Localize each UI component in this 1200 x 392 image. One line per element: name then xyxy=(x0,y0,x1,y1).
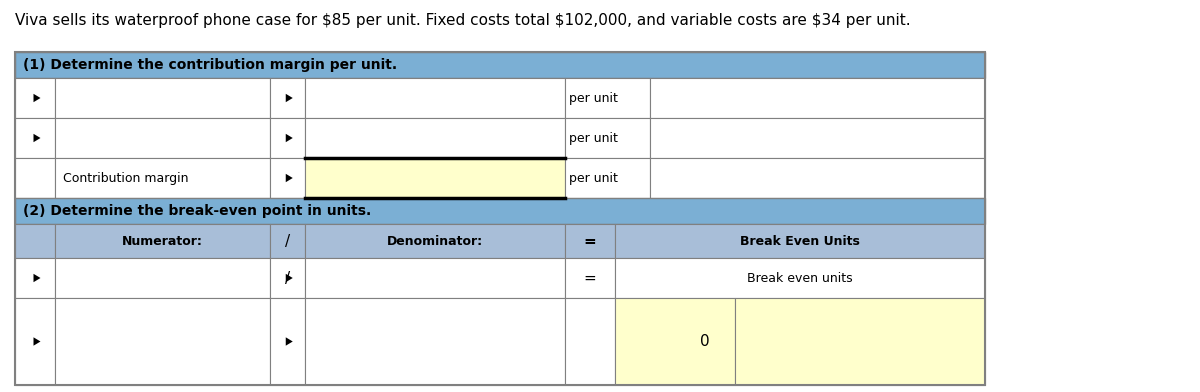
Bar xyxy=(270,224,305,258)
Bar xyxy=(270,78,305,118)
Bar xyxy=(14,158,55,198)
Bar xyxy=(616,224,985,258)
Bar xyxy=(616,258,985,298)
Bar xyxy=(650,78,985,118)
Text: per unit: per unit xyxy=(569,131,618,145)
Bar xyxy=(14,224,55,258)
Text: Viva sells its waterproof phone case for $85 per unit. Fixed costs total $102,00: Viva sells its waterproof phone case for… xyxy=(14,13,911,27)
Text: 0: 0 xyxy=(700,334,710,349)
Bar xyxy=(14,52,985,78)
Bar xyxy=(14,198,985,224)
Polygon shape xyxy=(34,134,41,142)
Bar xyxy=(270,118,305,158)
Bar xyxy=(14,118,55,158)
Bar xyxy=(305,118,565,158)
Bar xyxy=(270,158,305,198)
Bar xyxy=(305,224,565,258)
Bar xyxy=(565,158,650,198)
Polygon shape xyxy=(286,337,293,346)
Text: Break Even Units: Break Even Units xyxy=(740,234,860,247)
Bar xyxy=(650,158,985,198)
Bar xyxy=(565,118,650,158)
Bar xyxy=(55,78,270,118)
Text: Numerator:: Numerator: xyxy=(122,234,203,247)
Bar xyxy=(270,298,305,385)
Text: Break even units: Break even units xyxy=(748,272,853,285)
Text: /: / xyxy=(284,234,290,249)
Bar xyxy=(14,52,985,385)
Bar xyxy=(55,258,270,298)
Bar xyxy=(55,118,270,158)
Bar xyxy=(565,78,650,118)
Polygon shape xyxy=(34,337,41,346)
Polygon shape xyxy=(286,94,293,102)
Polygon shape xyxy=(286,174,293,182)
Bar xyxy=(14,298,55,385)
Text: /: / xyxy=(284,270,290,285)
Text: Contribution margin: Contribution margin xyxy=(64,172,188,185)
Polygon shape xyxy=(34,274,41,282)
Bar xyxy=(55,158,270,198)
Text: =: = xyxy=(583,234,596,249)
Text: Denominator:: Denominator: xyxy=(386,234,484,247)
Bar xyxy=(55,224,270,258)
Bar xyxy=(270,258,305,298)
Bar xyxy=(14,258,55,298)
Text: per unit: per unit xyxy=(569,172,618,185)
Polygon shape xyxy=(286,134,293,142)
Bar xyxy=(305,78,565,118)
Bar xyxy=(305,298,565,385)
Polygon shape xyxy=(286,274,293,282)
Bar xyxy=(305,258,565,298)
Polygon shape xyxy=(34,94,41,102)
Bar xyxy=(305,158,565,198)
Bar xyxy=(565,224,616,258)
Bar xyxy=(734,298,985,385)
Text: (2) Determine the break-even point in units.: (2) Determine the break-even point in un… xyxy=(23,204,371,218)
Bar xyxy=(650,118,985,158)
Text: per unit: per unit xyxy=(569,91,618,105)
Bar xyxy=(616,298,734,385)
Bar xyxy=(14,78,55,118)
Bar xyxy=(55,298,270,385)
Bar xyxy=(565,258,616,298)
Bar xyxy=(565,298,616,385)
Text: =: = xyxy=(583,270,596,285)
Text: (1) Determine the contribution margin per unit.: (1) Determine the contribution margin pe… xyxy=(23,58,397,72)
